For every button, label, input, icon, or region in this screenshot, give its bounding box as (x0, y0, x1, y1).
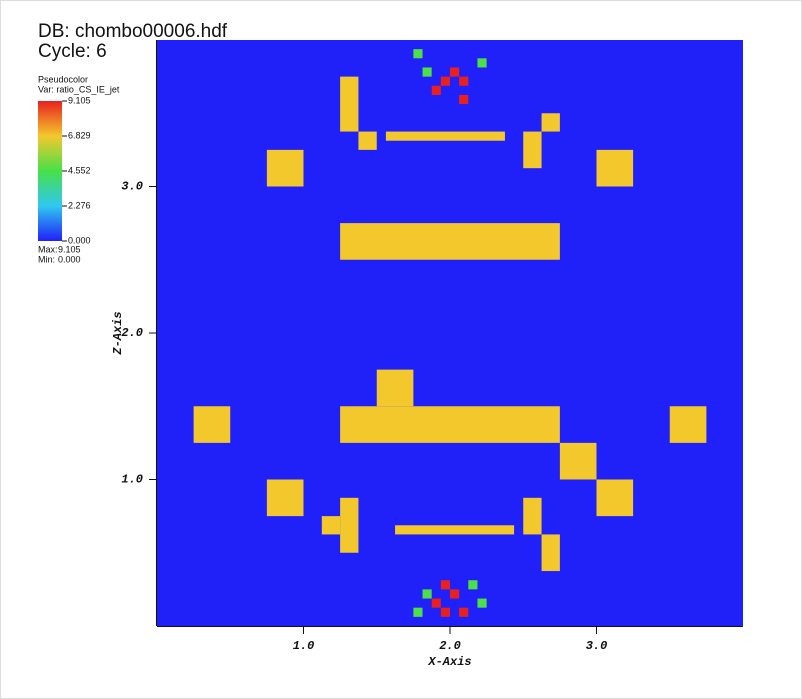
cell (477, 58, 487, 68)
x-axis-label: X-Axis (427, 655, 471, 669)
cell (523, 131, 542, 169)
cell (450, 589, 460, 599)
colorbar-tick-label: 9.105 (68, 95, 91, 105)
legend-title: Pseudocolor (38, 74, 88, 84)
cell (431, 598, 441, 608)
cell (413, 607, 423, 617)
cell (541, 113, 560, 132)
x-tick-label: 1.0 (293, 639, 315, 653)
y-tick-label: 2.0 (121, 326, 143, 340)
colorbar-tick-label: 6.829 (68, 130, 91, 140)
cell (440, 76, 450, 86)
cell (395, 525, 515, 535)
y-tick-label: 3.0 (121, 180, 143, 194)
cell (459, 607, 469, 617)
cell (559, 442, 597, 480)
plot-background (157, 40, 743, 626)
y-axis-label: Z-Axis (111, 311, 125, 355)
cell (340, 76, 359, 132)
y-tick-label: 1.0 (121, 473, 143, 487)
cell (266, 479, 304, 517)
cell (413, 49, 423, 59)
cell (422, 589, 432, 599)
colorbar-tick-label: 2.276 (68, 200, 91, 210)
colorbar-tick-label: 0.000 (68, 235, 91, 245)
cell (459, 76, 469, 86)
legend-variable: Var: ratio_CS_IE_jet (38, 84, 120, 94)
colorbar-tick-label: 4.552 (68, 165, 91, 175)
cell (523, 497, 542, 535)
cell (321, 516, 341, 535)
max-label: Max: (38, 244, 58, 254)
cell (440, 607, 450, 617)
cell (450, 67, 460, 77)
min-label: Min: (38, 254, 55, 264)
cycle-label: Cycle: 6 (38, 41, 107, 62)
colorbar (38, 101, 62, 241)
cell (340, 406, 560, 443)
cell (596, 149, 634, 187)
min-value: 0.000 (58, 254, 81, 264)
cell (440, 580, 450, 590)
x-tick-label: 3.0 (586, 639, 608, 653)
cell (541, 534, 560, 572)
cell (477, 598, 487, 608)
cell (669, 406, 707, 443)
cell (376, 369, 414, 407)
cell (468, 580, 478, 590)
cell (431, 85, 441, 95)
x-tick-label: 2.0 (439, 639, 461, 653)
cell (340, 223, 560, 260)
cell (193, 406, 231, 443)
cell (596, 479, 634, 517)
max-value: 9.105 (58, 244, 81, 254)
cell (385, 131, 505, 141)
cell (358, 131, 377, 150)
cell (422, 67, 432, 77)
cell (459, 94, 469, 105)
cell (340, 497, 359, 553)
database-title: DB: chombo00006.hdf (38, 21, 228, 42)
cell (266, 149, 304, 187)
